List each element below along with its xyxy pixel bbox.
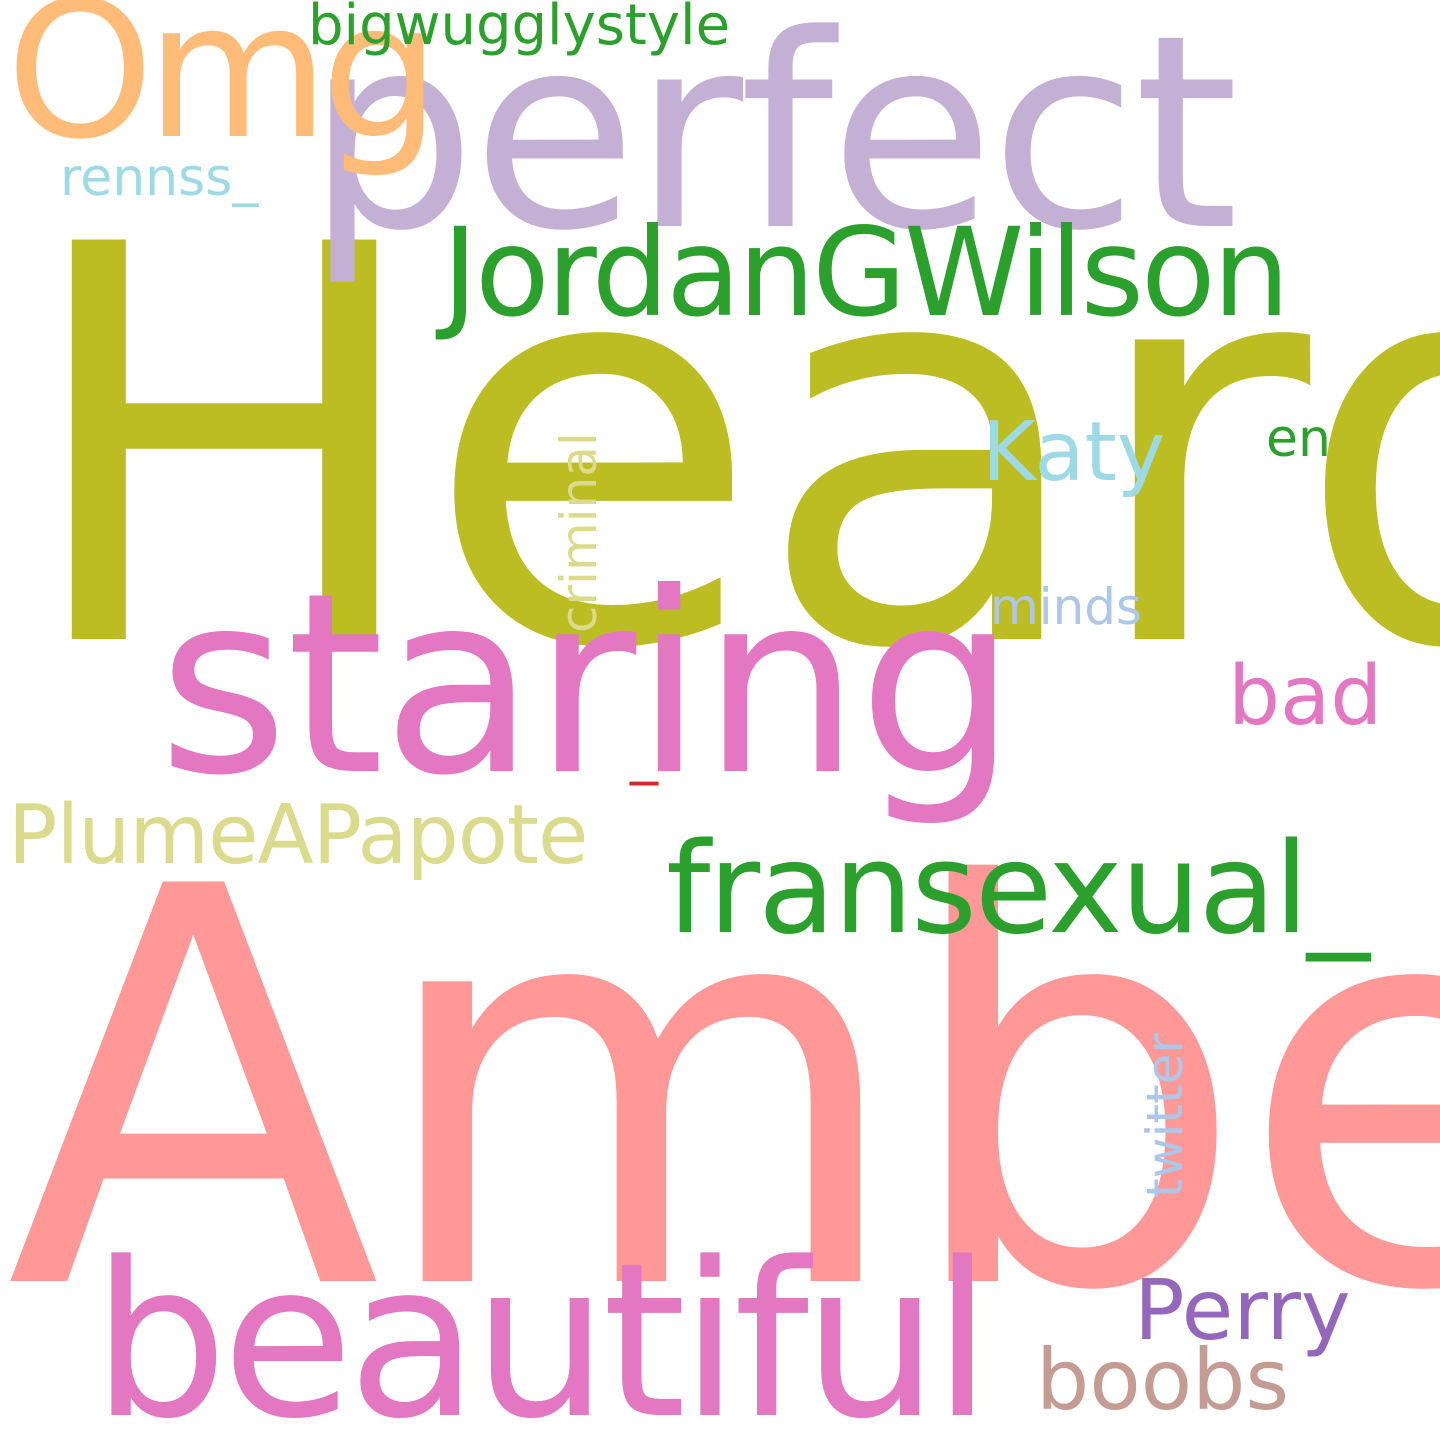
word-underscore: _ <box>630 721 658 786</box>
word-fransexual: fransexual_ <box>666 815 1370 962</box>
word-bigwugglystyle: bigwugglystyle <box>308 0 731 58</box>
word-jordangwilson: JordanGWilson <box>442 202 1290 344</box>
word-en: en <box>1266 409 1331 469</box>
word-perry: Perry <box>1134 1261 1351 1359</box>
word-minds: minds <box>990 578 1143 636</box>
word-plumeapapote: PlumeAPapote <box>8 788 588 883</box>
word-boobs: boobs <box>1036 1331 1290 1429</box>
word-amber: Amber <box>6 773 1440 1411</box>
word-twitter: twitter <box>1136 1033 1194 1198</box>
word-rennss: rennss_ <box>60 148 259 208</box>
word-criminal: criminal <box>550 432 608 633</box>
word-bad: bad <box>1228 649 1383 744</box>
word-perfect: perfect <box>306 0 1239 290</box>
word-staring: staring <box>158 539 1017 830</box>
word-omg: Omg <box>6 0 440 181</box>
word-heard: Heard <box>18 131 1440 769</box>
word-beautiful: beautiful <box>92 1217 992 1440</box>
word-katy: Katy <box>982 405 1166 500</box>
